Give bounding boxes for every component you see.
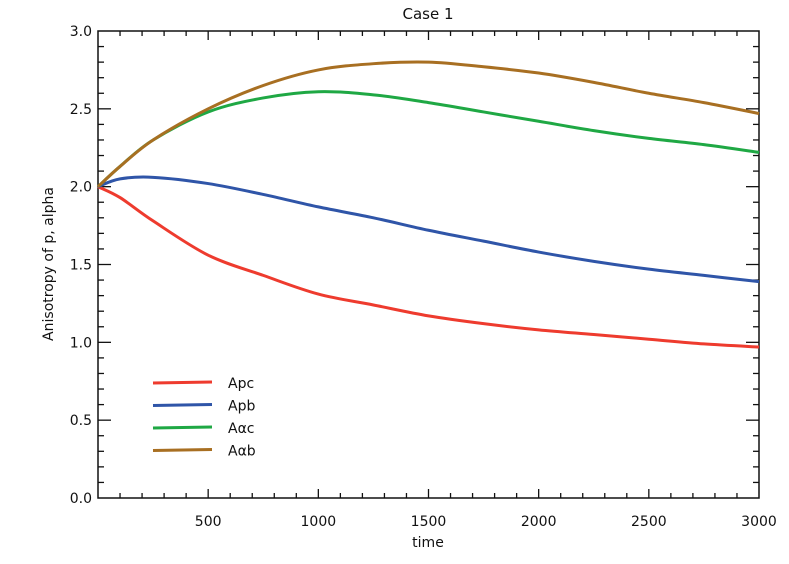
y-tick-label: 0.0: [70, 491, 92, 507]
legend-label: Aαc: [228, 421, 255, 437]
x-tick-label: 1000: [301, 514, 337, 530]
legend-label: Apc: [228, 376, 254, 392]
x-tick-label: 3000: [741, 514, 777, 530]
legend-swatch: [152, 380, 213, 385]
x-tick-label: 2500: [631, 514, 667, 530]
series-line-Apc: [97, 185, 760, 349]
legend-label: Aαb: [228, 444, 256, 460]
x-tick-label: 500: [195, 514, 222, 530]
legend-swatch: [152, 425, 213, 430]
chart-title: Case 1: [402, 5, 453, 23]
legend-swatch: [152, 448, 213, 452]
y-tick-label: 3.0: [70, 24, 92, 40]
x-axis-label: time: [412, 535, 444, 551]
y-tick-label: 2.0: [70, 180, 92, 196]
y-tick-label: 0.5: [70, 413, 92, 429]
y-tick-label: 2.5: [70, 102, 92, 118]
y-tick-label: 1.0: [70, 335, 92, 351]
legend-swatch: [152, 403, 213, 407]
legend-label: Apb: [228, 399, 255, 415]
x-tick-label: 1500: [411, 514, 447, 530]
series-line-Apb: [97, 175, 760, 284]
series-line-Aαc: [96, 90, 760, 188]
series-line-Aαb: [96, 60, 760, 188]
y-axis-label: Anisotropy of p, alpha: [41, 187, 57, 341]
y-tick-label: 1.5: [70, 258, 92, 274]
x-tick-label: 2000: [521, 514, 557, 530]
